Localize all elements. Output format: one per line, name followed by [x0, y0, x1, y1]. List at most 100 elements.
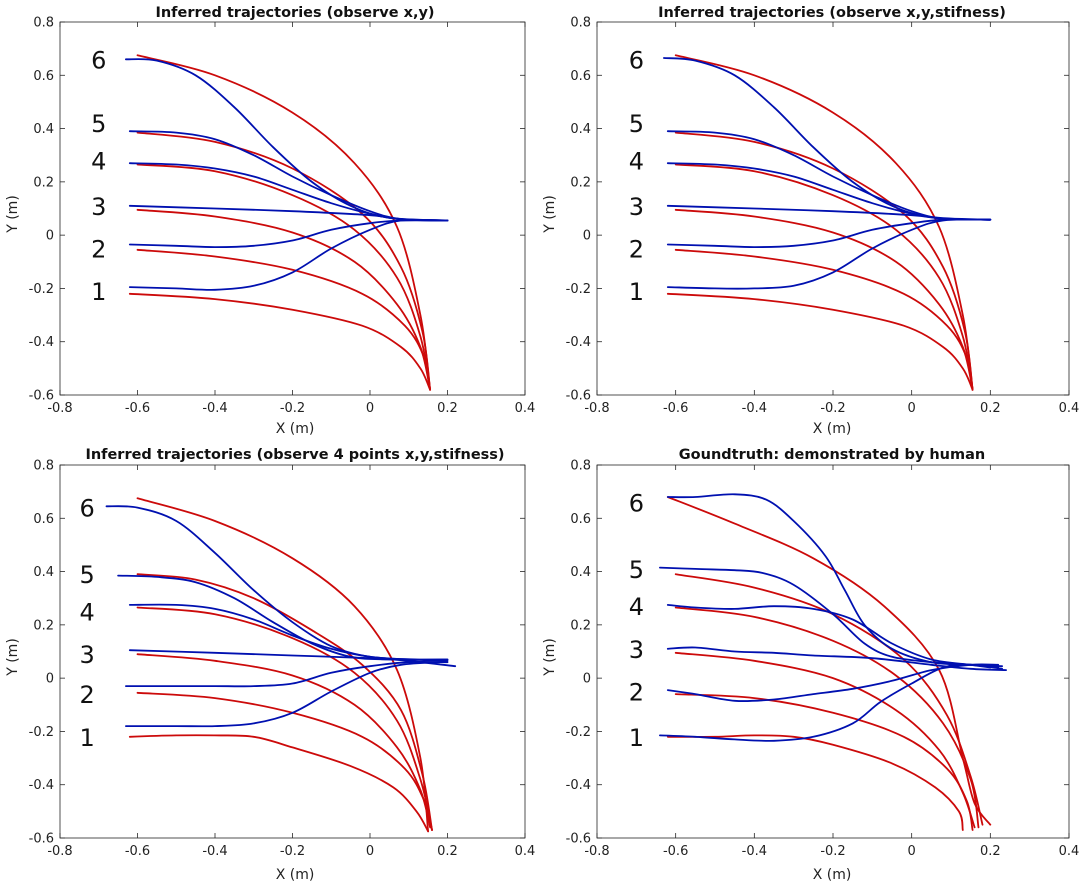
trajectory-number-label: 2: [91, 235, 106, 263]
plot-area: [59, 464, 526, 839]
x-tick-label: 0: [908, 401, 916, 416]
series-line-red-5: [136, 573, 433, 831]
series-line-blue-6: [125, 58, 449, 222]
trajectory-number-label: 6: [79, 495, 94, 523]
trajectory-number-label: 3: [629, 193, 644, 221]
x-tick-label: -0.6: [125, 844, 150, 859]
series-line-blue-6: [666, 493, 1000, 669]
y-tick-label: -0.4: [566, 335, 591, 350]
trajectory-number-label: 1: [91, 278, 106, 306]
x-tick-label: -0.8: [47, 401, 72, 416]
x-tick-label: 0.2: [980, 844, 1001, 859]
x-axis-label: X (m): [813, 421, 852, 437]
series-line-red-3: [136, 653, 431, 829]
y-tick-label: 0.6: [570, 69, 591, 84]
chart-panel-bottom-left: Inferred trajectories (observe 4 points …: [5, 447, 535, 883]
y-tick-label: 0: [46, 672, 54, 687]
y-axis-label: Y (m): [5, 195, 21, 234]
y-axis-label: Y (m): [542, 195, 558, 234]
trajectory-number-label: 4: [629, 593, 644, 621]
y-tick-label: 0: [583, 672, 591, 687]
y-tick-label: 0.6: [33, 69, 54, 84]
y-tick-label: -0.6: [566, 389, 591, 404]
y-tick-label: 0.4: [570, 565, 591, 580]
y-tick-label: 0.2: [33, 618, 54, 633]
y-tick-label: -0.6: [29, 832, 54, 847]
y-tick-label: 0.8: [33, 459, 54, 474]
series-line-blue-1: [128, 218, 449, 291]
y-tick-label: -0.2: [29, 725, 54, 740]
series-line-red-1: [666, 734, 964, 831]
x-tick-label: 0: [366, 401, 374, 416]
series-group: [105, 497, 457, 833]
trajectory-number-label: 5: [91, 110, 106, 138]
series-group: [663, 54, 992, 391]
series-line-red-6: [136, 54, 431, 391]
y-tick-label: 0.2: [570, 618, 591, 633]
series-line-blue-6: [105, 505, 449, 661]
series-line-red-4: [136, 163, 431, 391]
x-tick-label: 0: [908, 844, 916, 859]
y-tick-label: -0.2: [566, 282, 591, 297]
series-line-red-1: [128, 734, 429, 833]
x-tick-label: 0: [366, 844, 374, 859]
plot-area: [596, 21, 1070, 396]
trajectory-number-label: 5: [629, 110, 644, 138]
series-line-red-6: [674, 54, 974, 391]
series-line-red-4: [674, 163, 974, 391]
trajectory-number-label: 2: [629, 678, 644, 706]
x-tick-label: 0.4: [515, 844, 536, 859]
series-line-red-1: [666, 292, 974, 391]
series-line-red-3: [674, 208, 974, 391]
y-axis-label: Y (m): [542, 638, 558, 677]
series-line-red-4: [136, 606, 433, 831]
y-tick-label: 0.4: [33, 565, 54, 580]
series-group: [659, 493, 1007, 831]
trajectory-number-label: 6: [91, 46, 106, 74]
trajectory-number-label: 5: [79, 561, 94, 589]
x-tick-label: -0.2: [280, 401, 305, 416]
x-tick-label: -0.4: [742, 401, 767, 416]
trajectory-number-label: 2: [629, 235, 644, 263]
series-line-red-6: [136, 497, 429, 833]
plot-area: [596, 464, 1070, 839]
trajectory-number-label: 3: [79, 641, 94, 669]
x-tick-label: -0.2: [280, 844, 305, 859]
trajectory-number-label: 1: [629, 724, 644, 752]
y-tick-label: 0.8: [570, 459, 591, 474]
x-tick-label: 0.2: [437, 844, 458, 859]
series-line-red-1: [128, 292, 431, 391]
series-line-red-5: [674, 573, 984, 826]
x-tick-label: -0.4: [742, 844, 767, 859]
y-tick-label: 0.6: [33, 512, 54, 527]
y-tick-label: -0.4: [29, 335, 54, 350]
y-tick-label: -0.2: [566, 725, 591, 740]
y-tick-label: 0: [46, 229, 54, 244]
series-line-red-3: [674, 651, 976, 829]
x-tick-label: -0.4: [202, 844, 227, 859]
trajectory-number-label: 6: [629, 489, 644, 517]
y-tick-label: 0.6: [570, 512, 591, 527]
plot-area: [59, 21, 526, 396]
chart-panel-top-left: Inferred trajectories (observe x,y) X (m…: [5, 5, 535, 437]
series-line-blue-1: [666, 218, 992, 290]
y-tick-label: 0.2: [570, 175, 591, 190]
trajectory-number-label: 1: [629, 278, 644, 306]
series-line-blue-1: [659, 663, 1003, 742]
chart-title: Inferred trajectories (observe 4 points …: [85, 447, 504, 463]
x-axis-label: X (m): [813, 867, 852, 883]
x-tick-label: 0.4: [1059, 401, 1080, 416]
chart-panel-bottom-right: Goundtruth: demonstrated by human X (m) …: [542, 447, 1079, 883]
x-tick-label: -0.6: [663, 844, 688, 859]
chart-title: Goundtruth: demonstrated by human: [679, 447, 985, 463]
y-tick-label: 0.8: [33, 16, 54, 31]
y-axis-label: Y (m): [5, 638, 21, 677]
x-tick-label: -0.2: [820, 844, 845, 859]
y-tick-label: -0.2: [29, 282, 54, 297]
trajectory-number-label: 4: [79, 599, 94, 627]
y-tick-label: 0.2: [33, 175, 54, 190]
chart-panel-top-right: Inferred trajectories (observe x,y,stifn…: [542, 5, 1079, 437]
chart-title: Inferred trajectories (observe x,y): [155, 5, 434, 21]
trajectory-number-label: 3: [91, 193, 106, 221]
series-line-blue-1: [125, 661, 441, 728]
